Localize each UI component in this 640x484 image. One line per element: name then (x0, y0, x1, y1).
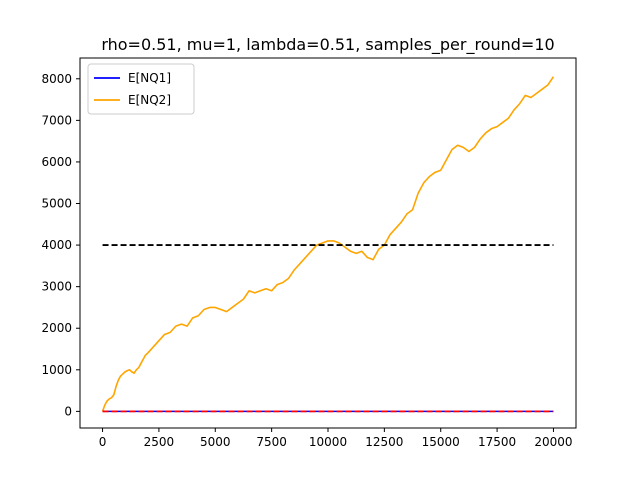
x-tick-label: 20000 (534, 435, 572, 449)
legend-label: E[NQ2] (128, 93, 171, 107)
x-tick-label: 12500 (365, 435, 403, 449)
legend-box (87, 63, 195, 115)
series-line-enq2 (101, 76, 555, 412)
legend-label: E[NQ1] (128, 71, 171, 85)
x-tick-label: 15000 (422, 435, 460, 449)
x-tick-label: 0 (99, 435, 107, 449)
x-tick-label: 7500 (256, 435, 287, 449)
x-tick-label: 17500 (478, 435, 516, 449)
x-tick-label: 10000 (309, 435, 347, 449)
y-tick-label: 7000 (41, 113, 72, 127)
axes: 0 2500 5000 7500 10000 12500 15000 17500 20000 0 1… (41, 57, 577, 449)
legend: E[NQ1] E[NQ2] (87, 63, 195, 115)
chart-title: rho=0.51, mu=1, lambda=0.51, samples_per… (101, 35, 554, 55)
y-tick-label: 3000 (41, 280, 72, 294)
x-tick-label: 2500 (144, 435, 175, 449)
y-tick-label: 6000 (41, 155, 72, 169)
y-tick-label: 8000 (41, 72, 72, 86)
y-tick-label: 2000 (41, 321, 72, 335)
y-tick-label: 1000 (41, 363, 72, 377)
y-tick-label: 0 (64, 404, 72, 418)
y-tick-label: 5000 (41, 197, 72, 211)
plot-area (101, 76, 555, 413)
y-tick-label: 4000 (41, 238, 72, 252)
x-tick-label: 5000 (200, 435, 231, 449)
